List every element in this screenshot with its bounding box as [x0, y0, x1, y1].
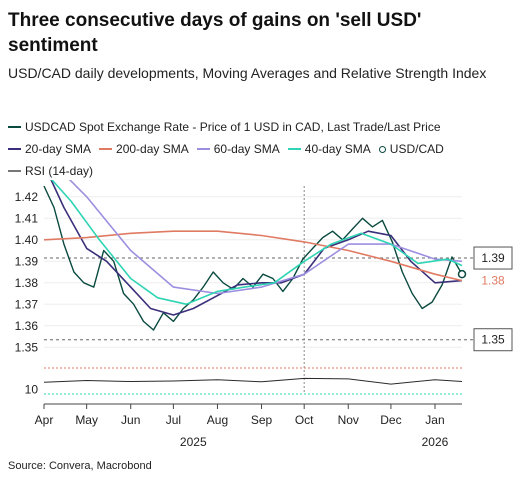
value-callout-label: 1.38: [481, 273, 505, 287]
legend-label-200-day-sma: 200-day SMA: [116, 142, 189, 156]
usdcad-last-dot: [457, 269, 467, 279]
y-tick-label: 1.37: [15, 297, 39, 311]
legend-item-usdcad-dot: USD/CAD: [378, 142, 444, 156]
legend-swatch-usdcad-spot: [8, 126, 21, 128]
legend-swatch-200-day-sma: [99, 148, 113, 150]
legend-item-40-day-sma: 40-day SMA: [287, 142, 371, 156]
x-tick-label: Sep: [251, 413, 273, 427]
legend-label-rsi: RSI (14-day): [25, 164, 94, 178]
y-tick-label: 1.39: [15, 254, 39, 268]
series-line-2: [43, 230, 463, 282]
rsi-tick-label: 10: [25, 382, 39, 396]
legend-item-60-day-sma: 60-day SMA: [196, 142, 280, 156]
x-tick-label: Jan: [425, 413, 444, 427]
x-tick-label: Dec: [380, 413, 401, 427]
legend-item-usdcad-spot: USDCAD Spot Exchange Rate - Price of 1 U…: [8, 120, 441, 134]
series-line-1: [50, 180, 463, 316]
legend-row-2: 20-day SMA 200-day SMA 60-day SMA 40-day…: [8, 138, 512, 160]
x-tick-label: Oct: [295, 413, 314, 427]
series-line-3: [68, 180, 463, 295]
value-callout-box: [473, 328, 513, 352]
source-note: Source: Convera, Macrobond: [8, 460, 152, 472]
legend-swatch-usdcad-dot: [378, 145, 386, 153]
y-tick-label: 1.35: [15, 340, 39, 354]
x-tick-label: Aug: [207, 413, 228, 427]
value-callout-label: 1.35: [481, 333, 505, 347]
legend-label-40-day-sma: 40-day SMA: [304, 142, 371, 156]
usdcad-chart: 1.42 1.41 1.40 1.39 1.38 1.37 1.36 1.35 1.39 1.38…: [15, 180, 513, 449]
x-tick-label: May: [75, 413, 98, 427]
rsi-line: [43, 377, 463, 385]
y-tick-label: 1.40: [15, 233, 39, 247]
legend-row-1: USDCAD Spot Exchange Rate - Price of 1 U…: [8, 116, 512, 138]
series-line-0: [43, 185, 463, 331]
legend-swatch-rsi: [8, 170, 21, 172]
chart-legend: USDCAD Spot Exchange Rate - Price of 1 U…: [8, 116, 512, 182]
legend-item-20-day-sma: 20-day SMA: [8, 142, 91, 156]
year-label-2026: 2026: [422, 435, 449, 449]
legend-row-3: RSI (14-day): [8, 160, 512, 182]
value-callout-box: [473, 246, 513, 270]
legend-item-rsi: RSI (14-day): [8, 164, 93, 178]
x-tick-label: Jul: [166, 413, 181, 427]
y-tick-label: 1.41: [15, 211, 39, 225]
x-tick-label: Nov: [338, 413, 359, 427]
page-title: Three consecutive days of gains on 'sell…: [8, 10, 422, 56]
legend-label-60-day-sma: 60-day SMA: [213, 142, 280, 156]
legend-swatch-40-day-sma: [287, 148, 301, 150]
x-tick-label: Jun: [121, 413, 140, 427]
y-tick-label: 1.36: [15, 319, 39, 333]
series-line-4: [50, 180, 463, 305]
y-tick-label: 1.42: [15, 190, 39, 204]
y-tick-label: 1.38: [15, 276, 39, 290]
legend-label-usdcad-dot: USD/CAD: [389, 142, 444, 156]
year-label-2025: 2025: [180, 435, 207, 449]
value-callout-label: 1.39: [481, 251, 505, 265]
page-subtitle: USD/CAD daily developments, Moving Avera…: [8, 65, 487, 81]
legend-item-200-day-sma: 200-day SMA: [99, 142, 189, 156]
legend-swatch-20-day-sma: [8, 148, 21, 150]
legend-swatch-60-day-sma: [196, 148, 210, 150]
legend-label-usdcad-spot: USDCAD Spot Exchange Rate - Price of 1 U…: [25, 120, 441, 134]
legend-label-20-day-sma: 20-day SMA: [25, 142, 92, 156]
x-tick-label: Apr: [35, 413, 54, 427]
